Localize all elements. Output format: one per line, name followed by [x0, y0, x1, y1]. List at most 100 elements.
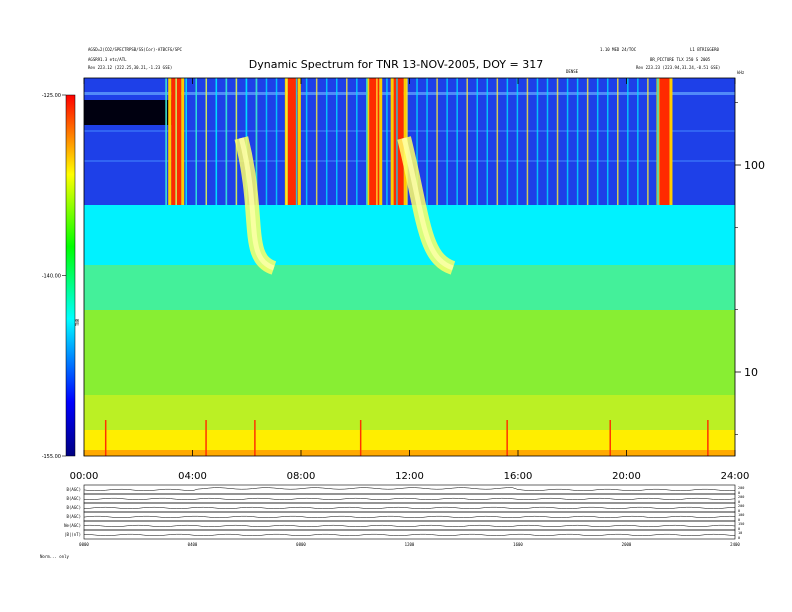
header-left-line-2: AGSR91.3 etc/ATL: [88, 57, 127, 62]
panel-trace: [83, 515, 736, 518]
burst-streak: [255, 78, 258, 205]
transition-band: [84, 265, 735, 310]
burst-streak: [356, 78, 358, 205]
burst-streak: [627, 78, 629, 205]
colorbar-tick-label: -140.00: [42, 274, 61, 280]
panel-tick-top: 10: [738, 531, 742, 535]
x-axis: 00:00 04:00 08:00 12:00 16:00 20:00 24:00: [70, 78, 750, 482]
panel-tick-bottom: 0: [738, 527, 740, 531]
burst-streak: [175, 78, 177, 205]
panel-label: B(AGC): [67, 496, 81, 501]
burst-streak: [576, 78, 579, 205]
panel-tick-bottom: 0: [738, 491, 740, 495]
panel-frame: [83, 502, 736, 513]
burst-streak: [325, 78, 328, 205]
burst-edge: [669, 78, 673, 205]
colorbar-tick-label: -125.00: [42, 93, 61, 99]
panel-x-tick-label: 0800: [296, 542, 306, 547]
drift-core: [238, 137, 275, 271]
header-left-line-3: Rev 223.12 (222.25,30.21,-1.23 GSE): [88, 65, 173, 70]
burst-streak: [366, 78, 368, 205]
burst-streak: [617, 78, 619, 205]
y-axis-unit: kHz: [737, 70, 745, 75]
burst-edge: [366, 78, 370, 205]
burst-edge: [181, 78, 185, 205]
burst-streak: [516, 78, 519, 205]
cyan-band: [84, 205, 735, 265]
panel-x-tick-label: 0400: [188, 542, 198, 547]
panel-trace: [83, 487, 736, 491]
burst-streak: [165, 78, 167, 205]
burst-streak: [596, 78, 599, 205]
burst-edge: [390, 78, 394, 205]
burst-red: [659, 78, 670, 205]
mid-label: DENSE: [566, 69, 579, 74]
drift-core: [401, 137, 454, 271]
burst-streak: [566, 78, 569, 205]
burst-streak: [456, 78, 458, 205]
panel-trace: [83, 533, 736, 536]
burst-streak: [215, 78, 218, 205]
panel-tick-top: 150: [738, 522, 744, 526]
burst-streak: [205, 78, 208, 205]
burst-streak: [335, 78, 338, 205]
panel-tick-top: 200: [738, 486, 744, 490]
spectrogram-image: [84, 78, 735, 456]
panel-label: |B|(nT): [64, 532, 81, 537]
panel-x-tick-label: 2400: [730, 542, 740, 547]
burst-streak: [486, 78, 489, 205]
y-tick-label: 10: [744, 366, 758, 379]
burst-streak: [586, 78, 589, 205]
drift-layer: [234, 136, 456, 275]
burst-streak: [416, 78, 418, 205]
burst-streak: [556, 78, 559, 205]
burst-streak: [346, 78, 348, 205]
panel-x-tick-label: 1600: [513, 542, 523, 547]
burst-streak: [606, 78, 609, 205]
panel-x-tick-label: 1200: [405, 542, 415, 547]
panel-tick-bottom: 0: [738, 509, 740, 513]
burst-streak: [436, 78, 438, 205]
burst-streak: [637, 78, 639, 205]
burst-streak: [526, 78, 529, 205]
panel-tick-top: 200: [738, 495, 744, 499]
x-tick-label: 00:00: [70, 471, 99, 482]
burst-red: [287, 78, 298, 205]
panel-label: B(AGC): [67, 487, 81, 492]
panel-x-tick-label: 0000: [79, 542, 89, 547]
yellowgreen-band: [84, 395, 735, 435]
header-far-right: L1 BTRIGGER0: [690, 47, 719, 52]
burst-streak: [275, 78, 278, 205]
x-tick-label: 08:00: [287, 471, 316, 482]
burst-streak: [647, 78, 649, 205]
panel-label: Ne(AGC): [64, 523, 81, 528]
burst-edge: [379, 78, 383, 205]
panel-label: B(AGC): [67, 505, 81, 510]
burst-streak: [225, 78, 228, 205]
colorbar-tick-label: -155.00: [42, 454, 61, 460]
burst-streak: [305, 78, 308, 205]
colorbar-ticks: -125.00 -140.00 -155.00: [42, 93, 66, 460]
x-tick-label: 24:00: [721, 471, 750, 482]
burst-streak: [657, 78, 659, 205]
panel-frame: [83, 529, 736, 540]
panel-tick-bottom: 0: [738, 500, 740, 504]
x-tick-label: 20:00: [612, 471, 641, 482]
header-left-line-1: AGSD=2(CO2/SPECTRPSB/SS(Cor)-ATBCFG/SPC: [88, 47, 182, 52]
colorbar: [65, 94, 76, 457]
burst-streak: [376, 78, 378, 205]
x-tick-label: 16:00: [504, 471, 533, 482]
burst-streak: [536, 78, 539, 205]
burst-streak: [476, 78, 478, 205]
x-tick-label: 12:00: [395, 471, 424, 482]
burst-streak: [446, 78, 448, 205]
panel-label: B(AGC): [67, 514, 81, 519]
burst-streak: [265, 78, 268, 205]
panel-tick-bottom: 0: [738, 518, 740, 522]
panel-trace: [83, 524, 736, 527]
panel-trace: [83, 506, 736, 509]
burst-streak: [386, 78, 388, 205]
burst-streak: [295, 78, 298, 205]
burst-streak: [496, 78, 499, 205]
